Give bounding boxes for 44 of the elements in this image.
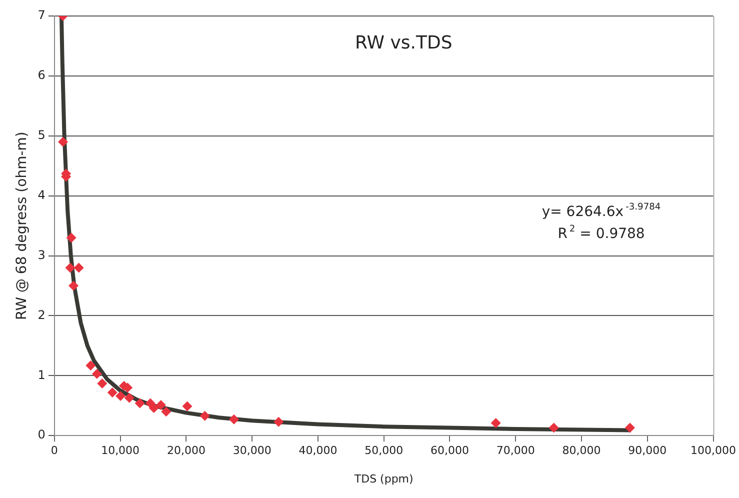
- point: [124, 392, 134, 403]
- x-tick-label: 50,000: [364, 444, 404, 458]
- point: [548, 422, 559, 433]
- point: [161, 406, 172, 417]
- x-tick-label: 70,000: [496, 444, 535, 458]
- x-tick-label: 60,000: [430, 444, 469, 458]
- x-tick-label: 40,000: [298, 444, 338, 458]
- point: [134, 398, 145, 408]
- x-tick-label: 0: [50, 444, 58, 458]
- y-axis-title: RW @ 68 degress (ohm-m): [14, 132, 30, 320]
- x-tick-label: 100,000: [690, 444, 736, 458]
- y-tick-label: 2: [38, 308, 46, 322]
- y-tick-label: 3: [38, 248, 46, 262]
- x-tick-label: 80,000: [562, 444, 601, 458]
- point: [148, 403, 159, 414]
- point: [86, 360, 96, 370]
- point: [624, 422, 635, 433]
- y-tick-label: 6: [38, 68, 46, 82]
- text: RW vs.TDS: [354, 32, 452, 54]
- point: [107, 387, 118, 398]
- point: [97, 378, 108, 388]
- y-tick-label: 7: [38, 8, 46, 22]
- point: [66, 232, 76, 243]
- point: [182, 401, 192, 412]
- y-tick-label: 1: [38, 368, 46, 382]
- x-tick-label: 90,000: [628, 444, 667, 458]
- point: [116, 391, 126, 402]
- point: [156, 400, 166, 410]
- x-axis-title: TDS (ppm): [353, 472, 414, 486]
- point: [92, 368, 102, 379]
- y-tick-label: 4: [38, 188, 46, 202]
- point: [58, 136, 68, 147]
- point: [68, 280, 79, 291]
- x-tick-label: 10,000: [101, 444, 140, 458]
- y-tick-label: 5: [38, 128, 46, 142]
- point: [74, 262, 84, 273]
- point: [274, 416, 284, 427]
- point: [200, 410, 210, 421]
- y-tick-label: 0: [38, 428, 46, 442]
- x-tick-label: 20,000: [166, 444, 206, 458]
- point: [65, 262, 76, 273]
- point: [490, 418, 501, 428]
- x-tick-label: 30,000: [232, 444, 272, 458]
- point: [228, 414, 239, 424]
